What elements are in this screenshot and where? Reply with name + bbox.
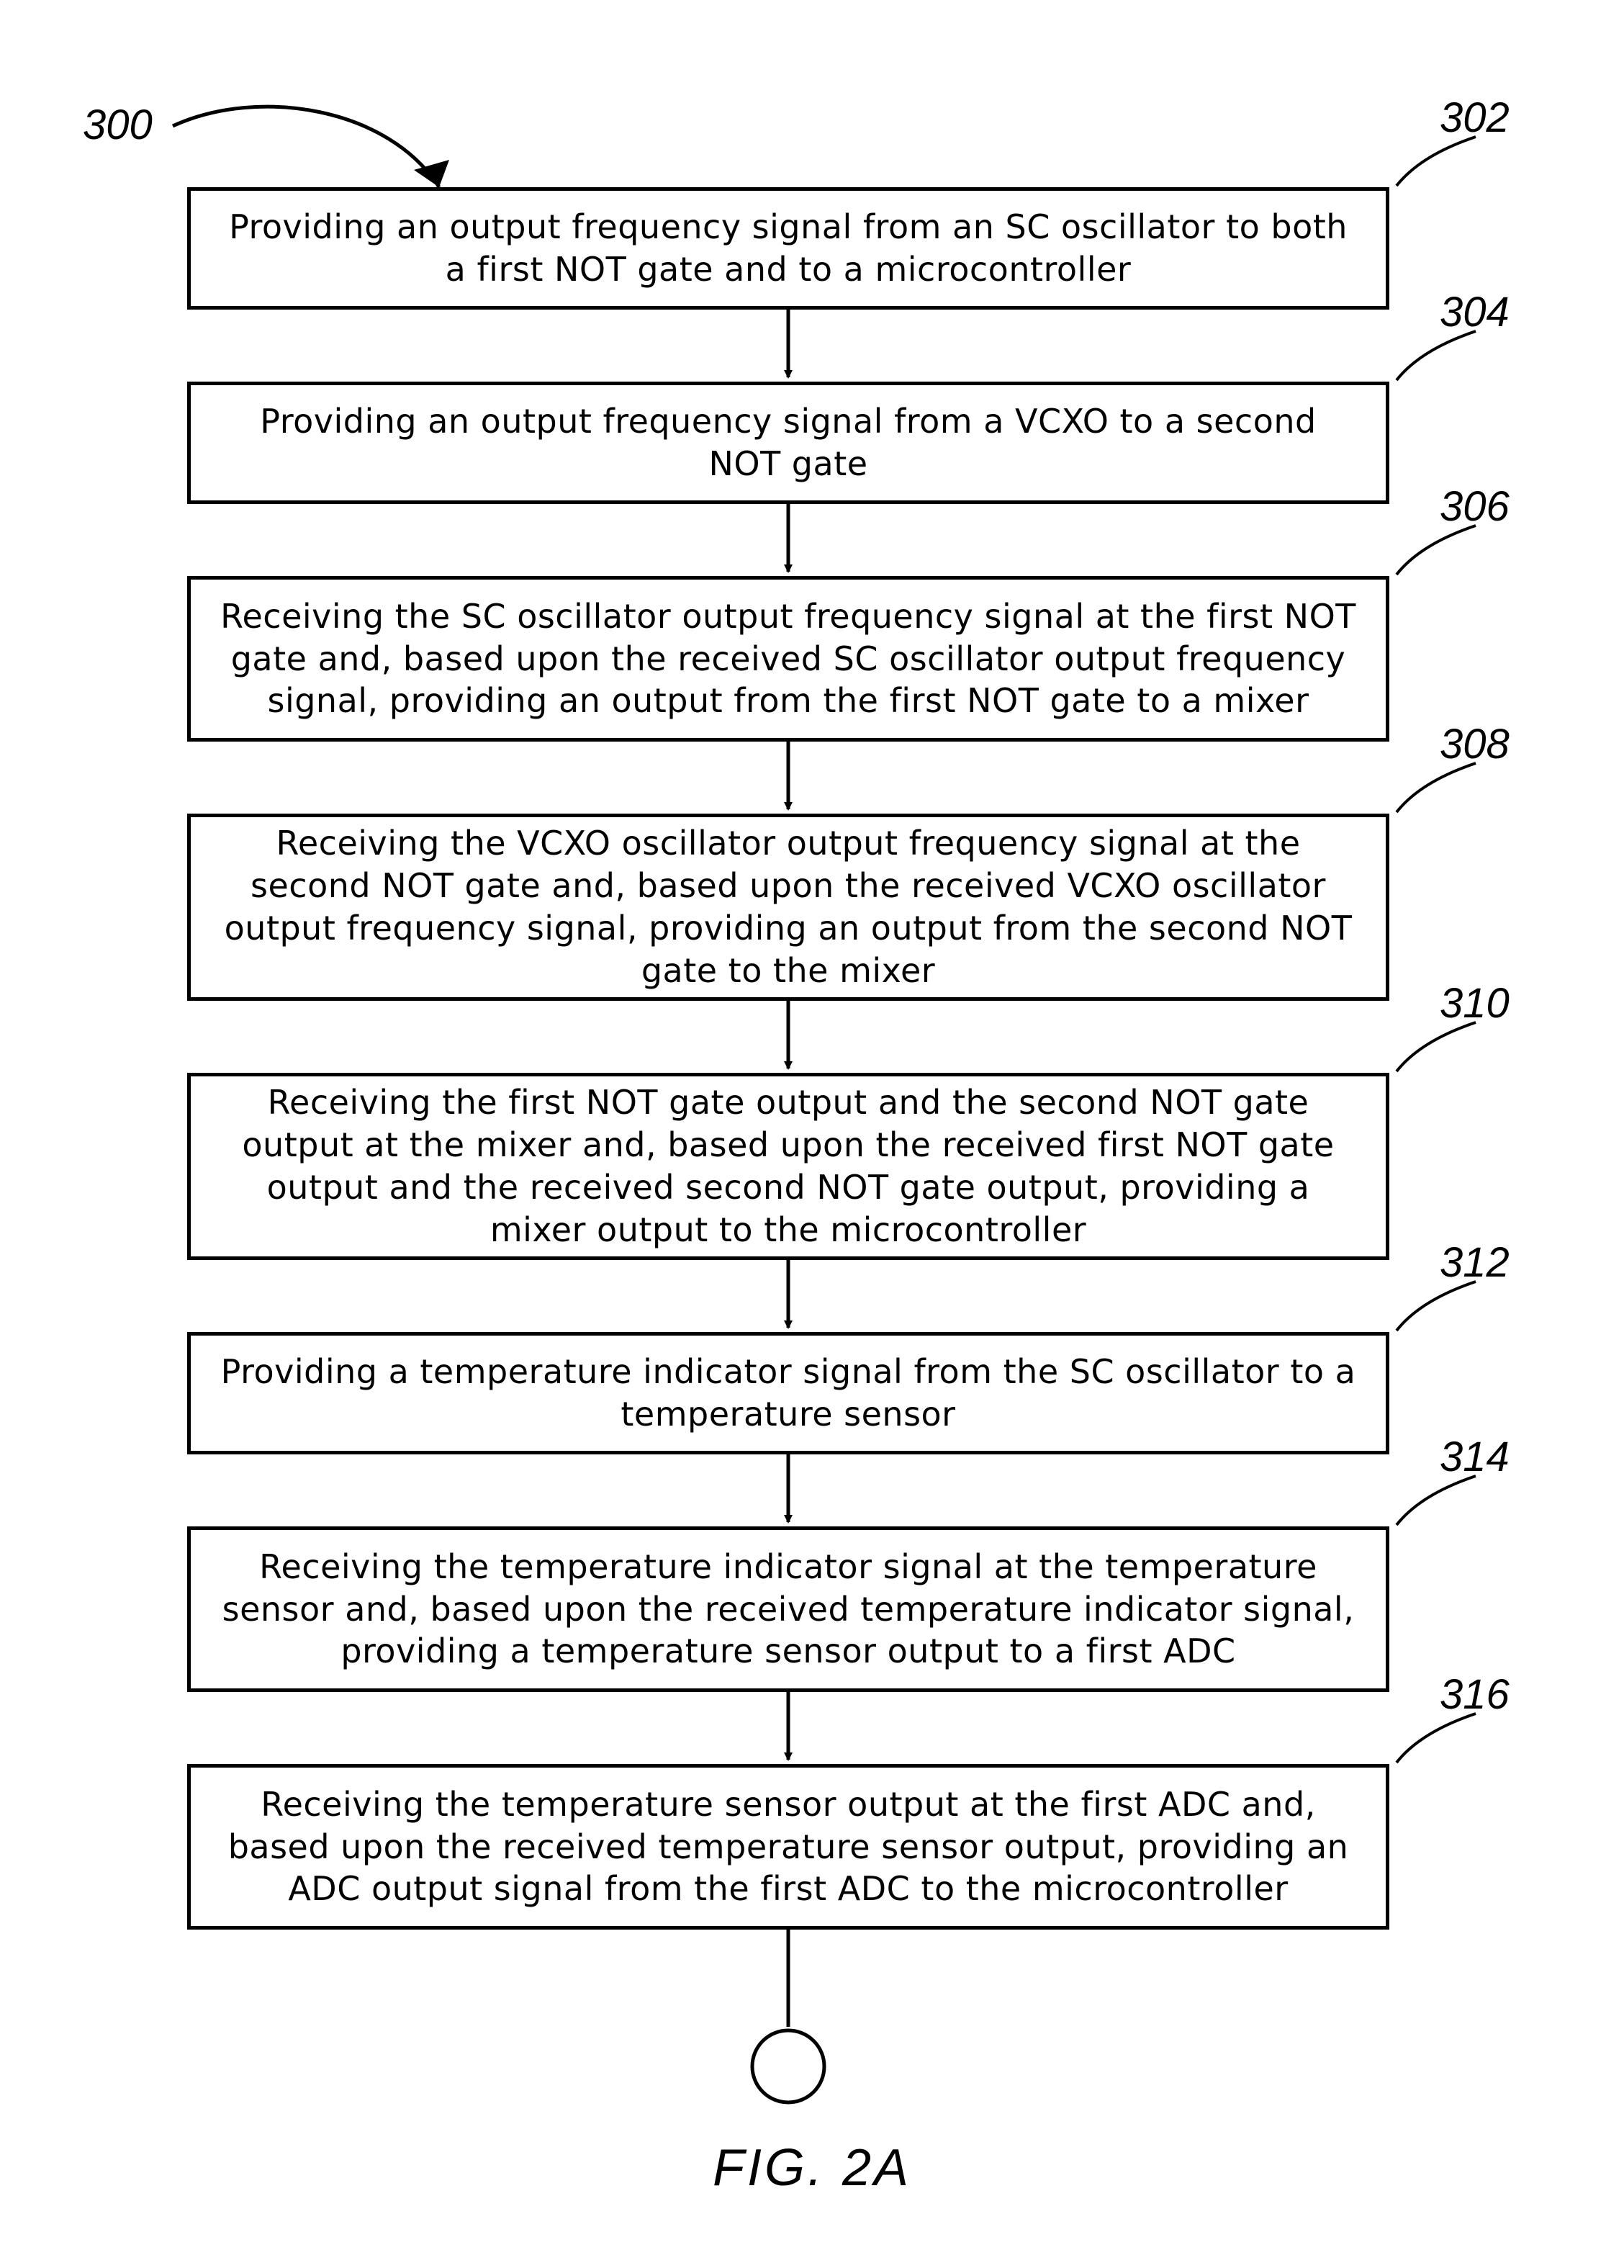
step-label-310: 310: [1440, 979, 1510, 1027]
ref-300-arrow: [173, 107, 439, 187]
leader-310: [1397, 1022, 1476, 1071]
flow-step-316: Receiving the temperature sensor output …: [187, 1764, 1389, 1930]
leader-312: [1397, 1282, 1476, 1331]
flow-step-316-text: Receiving the temperature sensor output …: [220, 1783, 1357, 1911]
figure-ref-300: 300: [83, 101, 153, 149]
leader-304: [1397, 331, 1476, 380]
flow-step-308: Receiving the VCXO oscillator output fre…: [187, 814, 1389, 1001]
step-label-306: 306: [1440, 482, 1510, 531]
flow-step-310-text: Receiving the first NOT gate output and …: [220, 1081, 1357, 1251]
leader-302: [1397, 137, 1476, 186]
flow-step-302-text: Providing an output frequency signal fro…: [220, 206, 1357, 291]
leader-314: [1397, 1476, 1476, 1525]
step-label-314: 314: [1440, 1433, 1510, 1481]
leader-306: [1397, 526, 1476, 575]
flow-step-306-text: Receiving the SC oscillator output frequ…: [220, 595, 1357, 723]
flow-step-302: Providing an output frequency signal fro…: [187, 187, 1389, 310]
flow-step-304: Providing an output frequency signal fro…: [187, 382, 1389, 504]
flow-step-310: Receiving the first NOT gate output and …: [187, 1073, 1389, 1260]
flow-step-314-text: Receiving the temperature indicator sign…: [220, 1546, 1357, 1673]
flow-step-306: Receiving the SC oscillator output frequ…: [187, 576, 1389, 742]
step-label-312: 312: [1440, 1238, 1510, 1287]
figure-caption: FIG. 2A: [0, 2138, 1624, 2197]
flow-step-308-text: Receiving the VCXO oscillator output fre…: [220, 822, 1357, 992]
flow-step-304-text: Providing an output frequency signal fro…: [220, 400, 1357, 485]
leader-316: [1397, 1714, 1476, 1763]
flow-step-312: Providing a temperature indicator signal…: [187, 1332, 1389, 1454]
flow-step-314: Receiving the temperature indicator sign…: [187, 1526, 1389, 1692]
step-label-304: 304: [1440, 288, 1510, 336]
step-label-302: 302: [1440, 94, 1510, 142]
connector-label-a: A: [770, 2043, 806, 2090]
step-label-308: 308: [1440, 720, 1510, 768]
ref-300-arrowhead: [414, 160, 449, 187]
step-label-316: 316: [1440, 1670, 1510, 1719]
leader-308: [1397, 763, 1476, 812]
flow-step-312-text: Providing a temperature indicator signal…: [220, 1351, 1357, 1436]
